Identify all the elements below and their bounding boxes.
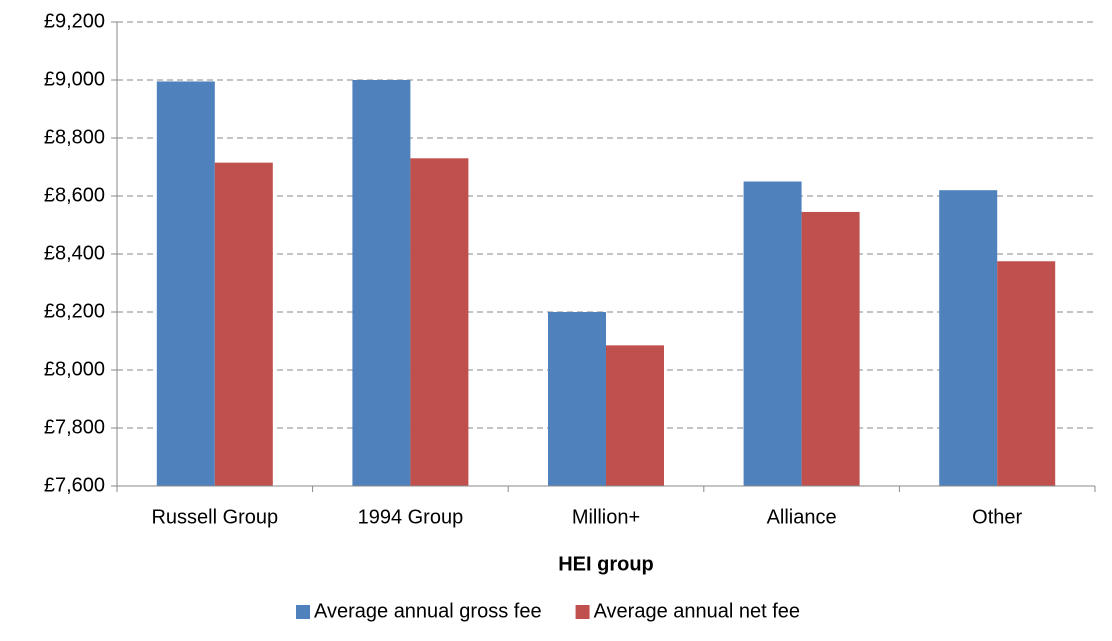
y-tick-label: £9,200 xyxy=(44,10,105,32)
x-tick-label: Russell Group xyxy=(151,506,278,528)
bar xyxy=(743,181,802,486)
y-tick-label: £7,800 xyxy=(44,416,105,438)
legend-swatch xyxy=(296,605,310,619)
bar xyxy=(606,345,664,486)
x-axis-label: HEI group xyxy=(558,553,654,575)
y-tick-label: £9,000 xyxy=(44,68,105,90)
x-tick-label: Other xyxy=(972,506,1022,528)
bar xyxy=(352,80,411,486)
y-tick-label: £8,200 xyxy=(44,300,105,322)
legend-label: Average annual gross fee xyxy=(314,600,542,622)
x-tick-label: Million+ xyxy=(572,506,640,528)
bar xyxy=(997,261,1056,486)
bar xyxy=(801,211,860,486)
legend-label: Average annual net fee xyxy=(594,600,800,622)
bar xyxy=(214,162,273,486)
y-tick-label: £8,800 xyxy=(44,126,105,148)
y-tick-label: £8,400 xyxy=(44,242,105,264)
bar xyxy=(156,81,215,486)
y-tick-label: £8,000 xyxy=(44,358,105,380)
x-tick-label: Alliance xyxy=(767,506,837,528)
y-tick-label: £8,600 xyxy=(44,184,105,206)
bar xyxy=(939,190,998,486)
bar xyxy=(410,158,469,487)
bar xyxy=(548,312,606,486)
legend-swatch xyxy=(575,605,590,619)
y-tick-label: £7,600 xyxy=(44,474,105,496)
x-tick-label: 1994 Group xyxy=(358,506,464,528)
